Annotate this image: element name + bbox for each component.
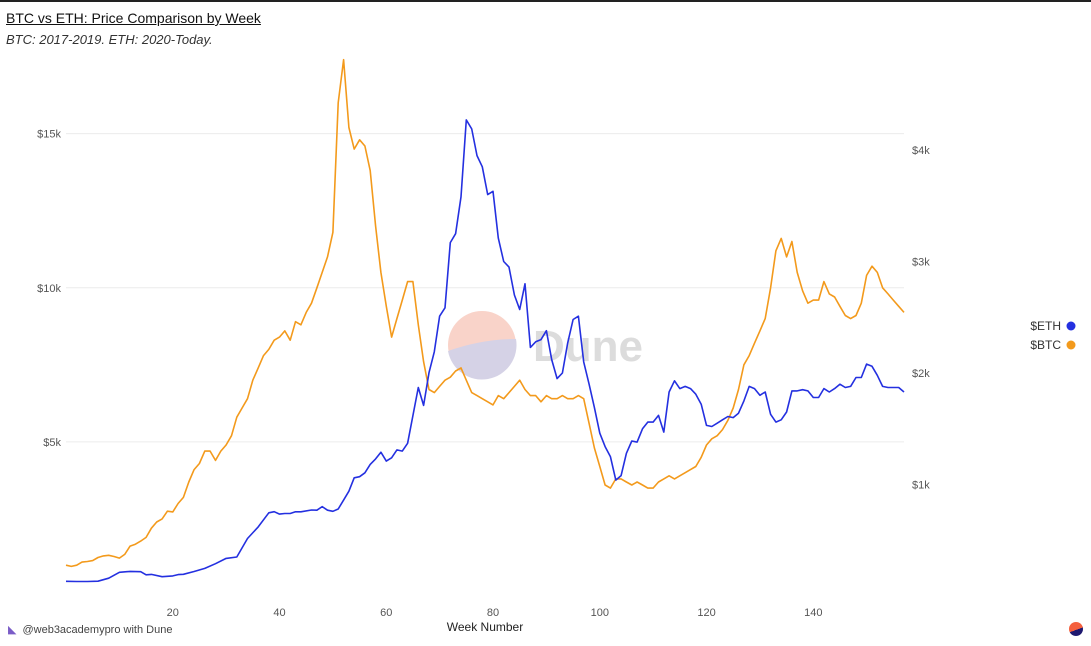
legend-label: $BTC <box>1030 338 1061 352</box>
right-tick-label: $2k <box>912 368 930 380</box>
legend-label: $ETH <box>1030 319 1061 333</box>
x-tick-label: 60 <box>380 607 392 619</box>
x-tick-label: 120 <box>697 607 715 619</box>
dune-watermark: Dune <box>448 311 643 380</box>
left-axis-ticks: $5k $10k $15k <box>37 129 61 449</box>
x-tick-label: 20 <box>167 607 179 619</box>
x-tick-label: 140 <box>804 607 822 619</box>
footer-credit[interactable]: ◣ @web3academypro with Dune <box>8 623 173 637</box>
x-tick-label: 80 <box>487 607 499 619</box>
x-axis-label: Week Number <box>447 620 523 634</box>
fox-icon: ◣ <box>8 624 17 636</box>
legend: $ETH $BTC <box>1030 319 1076 352</box>
series-lines <box>65 58 905 583</box>
left-tick-label: $5k <box>43 437 61 449</box>
chart-title[interactable]: BTC vs ETH: Price Comparison by Week <box>6 10 261 26</box>
right-tick-label: $1k <box>912 480 930 492</box>
dune-logo-icon[interactable] <box>1069 622 1083 636</box>
watermark-circle-shade <box>448 339 517 380</box>
x-tick-label: 40 <box>273 607 285 619</box>
series-line-btc <box>65 58 905 568</box>
right-tick-label: $3k <box>912 257 930 269</box>
chart-subtitle: BTC: 2017-2019. ETH: 2020-Today. <box>6 32 213 47</box>
credit-text: @web3academypro with Dune <box>22 623 173 636</box>
left-tick-label: $10k <box>37 283 61 295</box>
right-axis-ticks: $1k $2k $3k $4k <box>912 145 930 491</box>
watermark-text: Dune <box>533 322 643 371</box>
top-border <box>0 0 1091 2</box>
legend-dot <box>1066 321 1076 331</box>
legend-dot <box>1066 340 1076 350</box>
x-axis-ticks: 20 40 60 80 100 120 140 Week Number <box>167 607 823 634</box>
series-line-eth <box>65 119 905 583</box>
right-tick-label: $4k <box>912 145 930 157</box>
left-tick-label: $15k <box>37 129 61 141</box>
x-tick-label: 100 <box>591 607 609 619</box>
grid-lines <box>66 133 904 443</box>
